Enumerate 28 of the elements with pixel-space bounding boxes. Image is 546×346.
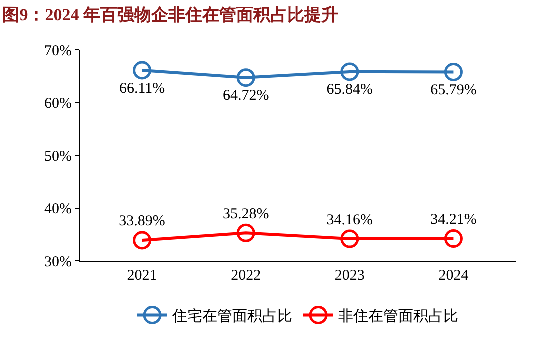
data-label: 34.16% <box>326 212 374 228</box>
x-tick-label: 2024 <box>438 268 470 284</box>
point <box>444 62 463 82</box>
y-tick-label: 50% <box>44 148 72 165</box>
data-label: 33.89% <box>119 214 166 230</box>
data-label: 35.28% <box>222 206 270 222</box>
point <box>133 61 152 80</box>
point <box>236 224 256 242</box>
chart-title: 图9：2024 年百强物企非住在管面积占比提升 <box>2 6 338 25</box>
point <box>340 230 360 248</box>
point <box>236 68 256 88</box>
y-tick-label: 30% <box>44 254 72 270</box>
legend-label: 非住在管面积占比 <box>338 308 458 326</box>
y-tick-label: 70% <box>44 43 72 60</box>
data-label: 65.79% <box>430 82 477 98</box>
legend-label: 住宅在管面积占比 <box>172 308 292 326</box>
y-tick-label: 40% <box>44 202 72 218</box>
x-tick-label: 2023 <box>334 268 365 284</box>
point <box>340 62 360 82</box>
point <box>133 231 152 250</box>
x-tick-label: 2022 <box>231 268 262 284</box>
data-label: 65.84% <box>326 82 374 98</box>
point <box>444 230 463 248</box>
data-label: 64.72% <box>222 88 270 104</box>
data-label: 66.11% <box>119 80 166 97</box>
x-tick-label: 2021 <box>127 268 158 284</box>
data-label: 34.21% <box>430 212 477 228</box>
y-tick-label: 60% <box>44 96 72 112</box>
